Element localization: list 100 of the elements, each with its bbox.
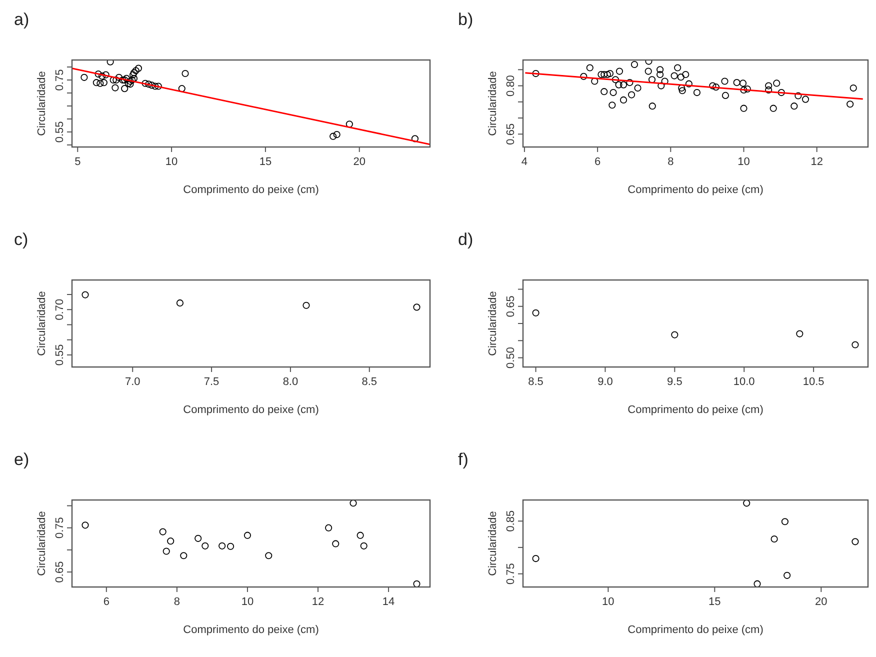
point xyxy=(685,80,692,88)
chart-title: d) xyxy=(458,230,474,249)
point xyxy=(591,78,598,85)
point xyxy=(598,70,605,78)
point xyxy=(130,71,137,78)
point xyxy=(765,82,772,90)
point xyxy=(94,70,102,78)
point xyxy=(121,85,128,92)
point xyxy=(682,70,690,78)
point xyxy=(302,302,310,309)
point xyxy=(610,89,617,96)
point xyxy=(411,135,419,142)
point xyxy=(112,84,119,92)
point xyxy=(678,84,686,92)
point xyxy=(620,81,628,88)
point xyxy=(744,85,751,93)
x-tick-label: 20 xyxy=(815,596,828,608)
x-tick-label: 10 xyxy=(602,596,614,608)
x-tick-label: 10.0 xyxy=(733,376,755,388)
point xyxy=(754,580,761,587)
chart-title: a) xyxy=(14,10,30,29)
point xyxy=(96,80,104,87)
point xyxy=(100,79,108,86)
point xyxy=(656,70,664,78)
x-tick-label: 6 xyxy=(594,156,601,168)
point xyxy=(130,74,138,82)
x-tick-label: 10 xyxy=(165,156,178,168)
point xyxy=(148,82,156,89)
point xyxy=(350,500,357,507)
point xyxy=(790,102,798,110)
point xyxy=(134,64,142,72)
x-tick-label: 5 xyxy=(74,156,81,168)
x-tick-label: 20 xyxy=(353,156,366,168)
x-tick-label: 8 xyxy=(668,156,674,168)
point xyxy=(634,84,642,92)
y-tick-label: 0.70 xyxy=(54,298,66,320)
point xyxy=(778,89,785,96)
x-tick-label: 7.5 xyxy=(204,376,220,388)
point xyxy=(82,291,89,298)
y-tick-label: 0.55 xyxy=(54,344,66,366)
x-tick-label: 15 xyxy=(259,156,272,168)
point xyxy=(159,528,166,536)
y-tick-label: 0.75 xyxy=(54,69,66,91)
point xyxy=(677,74,684,81)
point xyxy=(102,71,110,78)
point xyxy=(770,535,778,543)
x-axis-title: Comprimento do peixe (cm) xyxy=(628,624,764,636)
y-tick-label: 0.65 xyxy=(505,123,517,145)
point xyxy=(360,542,368,550)
chart-title: f) xyxy=(458,450,468,469)
point xyxy=(626,79,634,86)
point xyxy=(852,341,859,348)
point xyxy=(532,554,540,562)
point xyxy=(332,540,340,548)
x-tick-label: 12 xyxy=(312,596,324,608)
x-tick-label: 10 xyxy=(241,596,254,608)
x-tick-label: 8.5 xyxy=(528,376,544,388)
x-tick-label: 9.5 xyxy=(667,376,682,388)
point xyxy=(846,100,854,108)
point xyxy=(740,86,748,94)
x-tick-label: 8 xyxy=(174,596,180,608)
y-tick-label: 0.80 xyxy=(505,75,517,96)
y-tick-label: 0.55 xyxy=(54,121,66,143)
x-axis-title: Comprimento do peixe (cm) xyxy=(183,404,319,416)
point xyxy=(325,524,332,532)
y-tick-label: 0.65 xyxy=(505,296,517,318)
point xyxy=(115,74,122,81)
x-tick-label: 12 xyxy=(810,156,823,168)
point xyxy=(121,76,128,84)
point xyxy=(658,82,665,90)
point xyxy=(265,552,272,560)
y-tick-label: 0.65 xyxy=(54,561,66,583)
point xyxy=(616,68,624,75)
point xyxy=(608,102,616,109)
y-axis-title: Circularidade xyxy=(36,511,48,576)
point xyxy=(600,88,608,96)
y-tick-label: 0.75 xyxy=(505,563,517,585)
point xyxy=(586,64,594,72)
y-axis-title: Circularidade xyxy=(487,291,499,356)
point xyxy=(743,500,750,507)
point xyxy=(580,72,588,80)
point xyxy=(180,552,188,560)
point xyxy=(606,70,614,78)
point xyxy=(600,70,608,78)
point xyxy=(670,72,678,80)
x-tick-label: 9.0 xyxy=(598,376,613,388)
x-tick-label: 6 xyxy=(103,596,110,608)
point xyxy=(678,87,686,94)
x-tick-label: 15 xyxy=(708,596,721,608)
point xyxy=(98,72,106,80)
point xyxy=(648,76,656,84)
point xyxy=(142,80,149,87)
point xyxy=(802,96,810,103)
point xyxy=(671,331,678,338)
y-tick-label: 0.85 xyxy=(505,510,517,532)
point xyxy=(162,548,170,555)
x-axis-title: Comprimento do peixe (cm) xyxy=(183,184,319,196)
point xyxy=(227,542,234,550)
point xyxy=(218,542,226,550)
x-tick-label: 10.5 xyxy=(802,376,824,388)
